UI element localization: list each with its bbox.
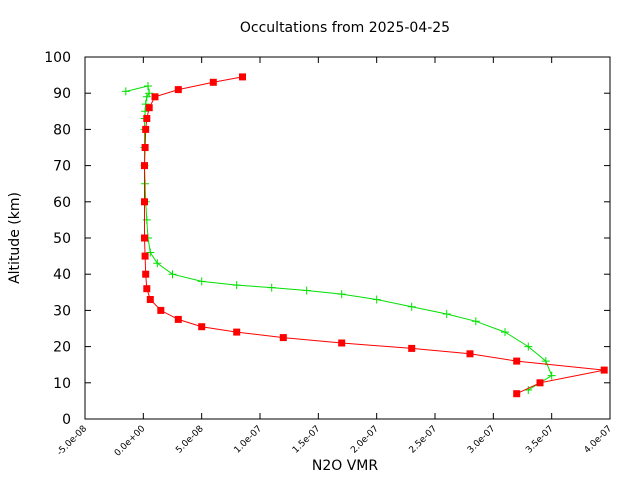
data-point [239, 73, 246, 81]
y-tick-label: 40 [53, 267, 71, 283]
data-point [141, 162, 148, 170]
data-point [338, 339, 346, 347]
data-point [471, 317, 480, 326]
data-point [174, 315, 182, 323]
y-tick-label: 20 [53, 340, 71, 356]
data-point [372, 295, 381, 304]
data-point [337, 290, 346, 299]
data-point [513, 390, 521, 398]
x-tick-label: 1.5e-07 [291, 424, 323, 456]
x-tick-label: 0.0e+00 [113, 424, 148, 459]
data-point [142, 270, 150, 278]
data-point [466, 350, 474, 358]
data-point [145, 104, 153, 112]
data-point [168, 270, 177, 279]
x-tick-label: 2.5e-07 [408, 424, 440, 456]
data-point [144, 82, 152, 90]
x-tick-label: -5.0e-08 [55, 424, 89, 458]
x-tick-label: 2.0e-07 [349, 424, 381, 456]
data-point [197, 277, 206, 286]
series-line-2 [144, 76, 605, 395]
x-tick-label: 3.5e-07 [524, 424, 556, 456]
y-tick-label: 90 [53, 86, 71, 102]
data-point [141, 107, 150, 116]
plot-frame [84, 56, 611, 420]
data-point [143, 285, 151, 293]
y-tick-label: 80 [53, 122, 71, 138]
x-tick-label: 3.0e-07 [466, 424, 498, 456]
y-tick-label: 70 [53, 159, 71, 175]
data-point [151, 93, 159, 101]
data-point [600, 366, 608, 374]
data-point [146, 248, 155, 257]
y-tick-label: 50 [53, 231, 71, 247]
chart-title: Occultations from 2025-04-25 [240, 20, 450, 36]
x-tick-label: 5.0e-08 [174, 424, 206, 456]
data-point [536, 379, 544, 387]
data-point [141, 252, 149, 260]
data-point [408, 344, 416, 352]
data-point [547, 371, 556, 380]
data-point [141, 234, 148, 242]
y-tick-label: 30 [53, 303, 71, 319]
data-point [442, 310, 451, 318]
data-point [267, 283, 276, 292]
data-point [142, 125, 150, 133]
data-point [141, 198, 148, 206]
data-point [141, 144, 149, 151]
y-tick-label: 100 [44, 50, 71, 66]
y-axis: 0 10 20 30 40 50 60 70 80 90 100 [44, 50, 610, 428]
data-point [232, 281, 241, 290]
data-point [153, 259, 162, 268]
data-point [141, 179, 150, 188]
data-point [174, 86, 182, 94]
data-point [121, 87, 130, 96]
data-point [143, 115, 151, 122]
x-tick-label: 4.0e-07 [583, 424, 615, 456]
data-point [145, 89, 154, 98]
data-point [302, 286, 311, 295]
y-tick-label: 60 [53, 195, 71, 211]
data-point [209, 78, 217, 86]
y-tick-label: 10 [53, 376, 71, 392]
y-axis-label: Altitude (km) [7, 192, 23, 284]
x-axis: -5.0e-08 0.0e+00 5.0e-08 1.0e-07 1.5e-07 2.0e… [55, 57, 614, 459]
x-tick-label: 1.0e-07 [233, 424, 265, 456]
data-point [233, 328, 241, 336]
data-point [501, 328, 509, 337]
data-point [524, 342, 533, 351]
data-point [146, 296, 154, 303]
data-point [279, 334, 287, 342]
data-series [121, 73, 608, 398]
data-point [198, 323, 206, 331]
data-point [513, 357, 521, 365]
data-point [407, 302, 416, 311]
y-tick-label: 0 [62, 412, 71, 428]
x-axis-label: N2O VMR [312, 458, 379, 474]
data-point [157, 306, 165, 314]
